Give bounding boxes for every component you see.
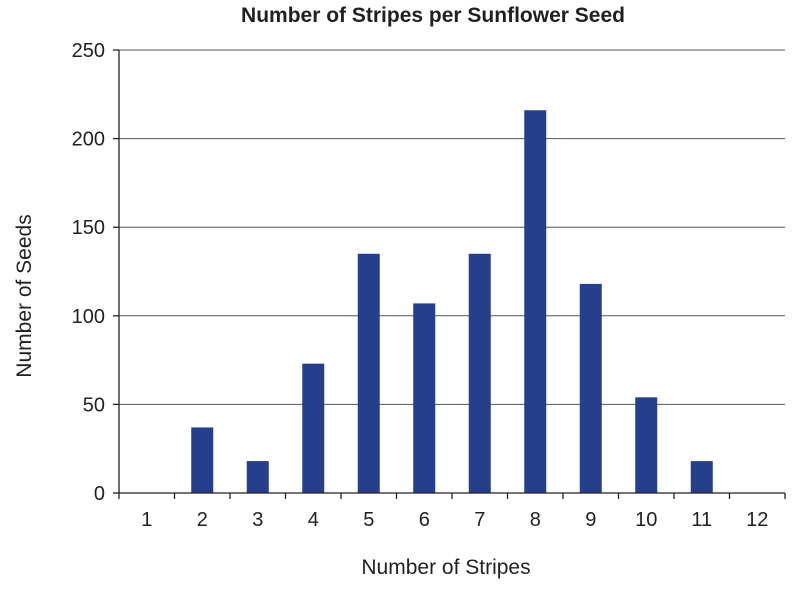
x-axis-label: Number of Stripes <box>361 556 530 579</box>
bar-3 <box>246 461 269 493</box>
y-tick-label-200: 200 <box>72 129 105 151</box>
x-tick-label-1: 1 <box>141 509 152 531</box>
x-tick-label-7: 7 <box>474 509 485 531</box>
bar-4 <box>302 363 325 493</box>
bar-10 <box>635 397 658 493</box>
x-tick-label-11: 11 <box>691 509 712 531</box>
y-tick-label-250: 250 <box>72 40 105 62</box>
x-tick-label-12: 12 <box>746 509 768 531</box>
y-tick-label-50: 50 <box>83 394 105 416</box>
axis-layer <box>118 50 785 494</box>
bar-8 <box>524 110 547 494</box>
grid-layer <box>119 49 785 405</box>
bar-9 <box>579 283 602 493</box>
x-tick-layer: 1 2 3 4 5 6 7 8 9 10 11 12 <box>118 493 786 531</box>
bar-7 <box>468 253 491 493</box>
bar-layer <box>191 110 713 494</box>
x-tick-label-5: 5 <box>363 509 374 531</box>
x-tick-label-10: 10 <box>635 509 657 531</box>
x-tick-label-9: 9 <box>585 509 596 531</box>
x-tick-label-6: 6 <box>419 509 430 531</box>
x-tick-label-3: 3 <box>252 509 263 531</box>
bar-11 <box>690 461 713 493</box>
y-tick-label-100: 100 <box>72 306 105 328</box>
chart-title: Number of Stripes per Sunflower Seed <box>241 4 625 27</box>
bar-5 <box>357 253 380 493</box>
y-tick-label-150: 150 <box>72 217 105 239</box>
x-tick-label-8: 8 <box>530 509 541 531</box>
y-tick-label-0: 0 <box>94 483 105 505</box>
x-tick-label-4: 4 <box>308 509 319 531</box>
x-tick-label-2: 2 <box>197 509 208 531</box>
y-axis-label: Number of Seeds <box>13 214 36 377</box>
bar-6 <box>413 303 436 493</box>
bar-2 <box>191 427 214 493</box>
y-tick-layer: 0 50 100 150 200 250 <box>72 40 119 505</box>
